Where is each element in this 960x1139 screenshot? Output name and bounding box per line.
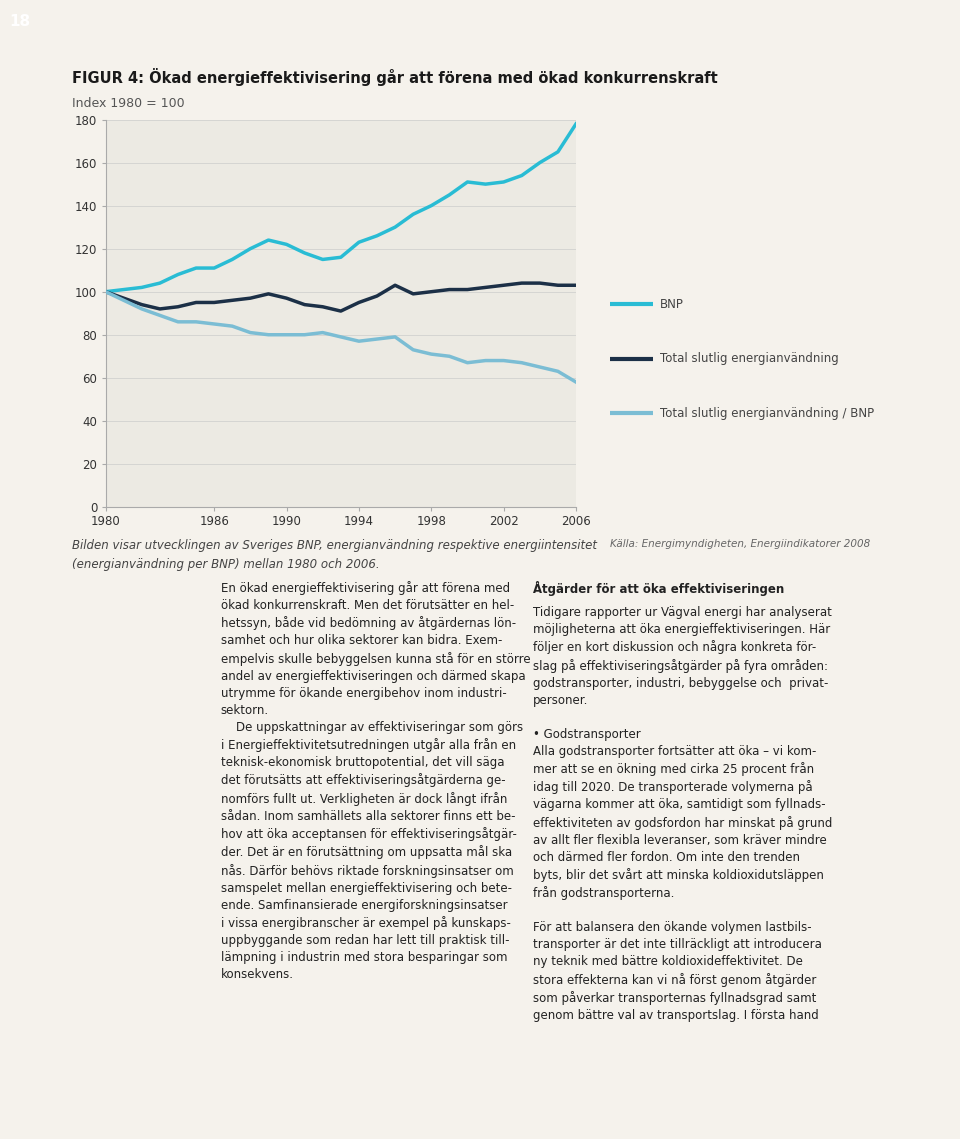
Text: (energianvändning per BNP) mellan 1980 och 2006.: (energianvändning per BNP) mellan 1980 o…	[72, 558, 379, 571]
Text: 18: 18	[10, 14, 31, 30]
Text: BNP: BNP	[660, 297, 684, 311]
Text: Tidigare rapporter ur Vägval energi har analyserat
möjligheterna att öka energie: Tidigare rapporter ur Vägval energi har …	[533, 606, 832, 1022]
Text: Total slutlig energianvändning / BNP: Total slutlig energianvändning / BNP	[660, 407, 874, 420]
Text: En ökad energieffektivisering går att förena med
ökad konkurrenskraft. Men det f: En ökad energieffektivisering går att fö…	[221, 581, 531, 981]
Text: Åtgärder för att öka effektiviseringen: Åtgärder för att öka effektiviseringen	[533, 581, 784, 596]
Text: Total slutlig energianvändning: Total slutlig energianvändning	[660, 352, 838, 366]
Text: Källa: Energimyndigheten, Energiindikatorer 2008: Källa: Energimyndigheten, Energiindikato…	[610, 539, 870, 549]
Text: FIGUR 4: Ökad energieffektivisering går att förena med ökad konkurrenskraft: FIGUR 4: Ökad energieffektivisering går …	[72, 68, 718, 87]
Text: Index 1980 = 100: Index 1980 = 100	[72, 97, 184, 109]
Text: Bilden visar utvecklingen av Sveriges BNP, energianvändning respektive energiint: Bilden visar utvecklingen av Sveriges BN…	[72, 539, 597, 551]
